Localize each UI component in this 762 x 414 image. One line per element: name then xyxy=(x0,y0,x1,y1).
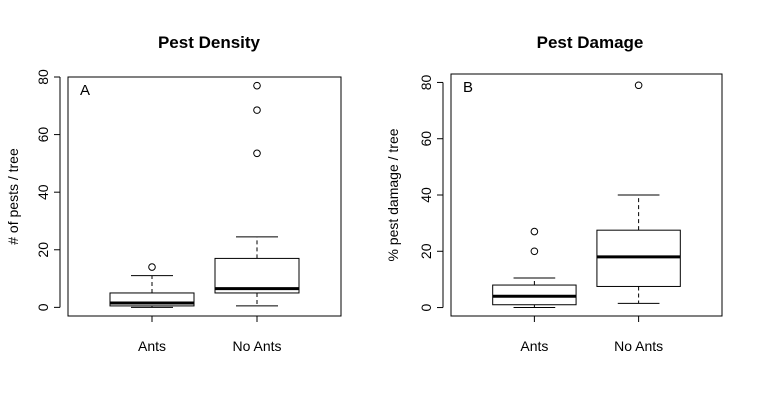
panel-b-y-axis-label: % pest damage / tree xyxy=(385,128,401,261)
panel-b-x-tick-label: No Ants xyxy=(614,338,663,354)
panel-a-y-tick-label: 60 xyxy=(35,127,51,143)
panel-b-title: Pest Damage xyxy=(537,33,644,52)
panel-a-label: A xyxy=(80,82,90,99)
panel-a-box-1-outlier xyxy=(148,263,156,271)
panel-b-label: B xyxy=(463,79,473,96)
panel-b-box-1-outlier xyxy=(530,247,539,256)
panel-b-box-2-outlier xyxy=(634,81,643,90)
panel-a-y-tick-label: 40 xyxy=(35,184,51,200)
panel-a-title: Pest Density xyxy=(158,33,261,52)
panel-b-y-tick-label: 80 xyxy=(418,74,434,90)
panel-b-x-tick-label: Ants xyxy=(520,338,548,354)
panel-a-y-tick-label: 80 xyxy=(35,69,51,85)
panel-a-y-tick-label: 20 xyxy=(35,242,51,258)
panel-a-x-tick-label: Ants xyxy=(138,338,166,354)
panel-a-x-tick-label: No Ants xyxy=(232,338,281,354)
panel-b-frame xyxy=(450,73,723,317)
panel-a-box-2-outlier xyxy=(253,81,261,90)
panel-b-y-tick-label: 60 xyxy=(418,131,434,147)
panel-b-y-tick-label: 40 xyxy=(418,187,434,203)
panel-b-y-tick-label: 20 xyxy=(418,243,434,259)
panel-b-y-tick-label: 0 xyxy=(418,303,434,311)
panel-a-box-2-outlier xyxy=(253,149,261,158)
panel-a-box-2-outlier xyxy=(253,106,261,114)
panel-a-y-tick-label: 0 xyxy=(35,303,51,311)
panel-a-y-axis-label: # of pests / tree xyxy=(5,148,21,245)
panel-a-frame xyxy=(67,76,342,317)
panel-b-box-1-outlier xyxy=(530,227,539,236)
